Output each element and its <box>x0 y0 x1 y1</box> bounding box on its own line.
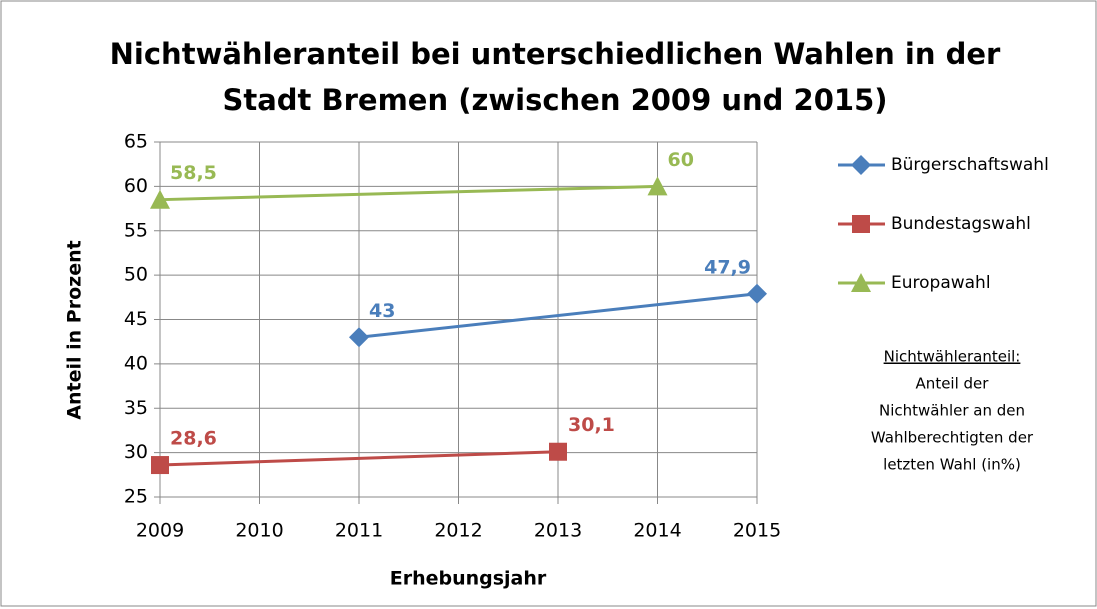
y-tick-label: 40 <box>124 352 148 374</box>
annotation-line: Anteil der <box>916 375 990 393</box>
series-line <box>159 184 658 202</box>
legend-marker <box>852 215 870 233</box>
x-tick-label: 2011 <box>335 520 383 542</box>
data-label: 58,5 <box>170 162 217 184</box>
annotation-heading: Nichtwähleranteil: <box>884 348 1021 366</box>
series-line <box>159 450 559 467</box>
legend-marker <box>851 155 871 175</box>
annotation-line: Nichtwähler an den <box>879 402 1025 420</box>
x-tick-label: 2009 <box>136 520 184 542</box>
annotation-line: letzten Wahl (in%) <box>883 456 1021 474</box>
data-label: 60 <box>668 149 694 171</box>
data-point <box>150 189 170 209</box>
y-tick-label: 50 <box>124 264 148 286</box>
x-tick-label: 2012 <box>434 520 482 542</box>
y-tick-label: 45 <box>124 308 148 330</box>
legend-label: Bundestagswahl <box>891 214 1031 234</box>
data-point <box>349 327 369 348</box>
chart-title: Nichtwähleranteil bei unterschiedlichen … <box>110 37 1001 71</box>
y-axis-label: Anteil in Prozent <box>64 240 86 419</box>
chart-title: Stadt Bremen (zwischen 2009 und 2015) <box>222 83 887 117</box>
x-tick-label: 2010 <box>235 520 283 542</box>
x-tick-label: 2013 <box>534 520 582 542</box>
data-label: 47,9 <box>704 256 751 278</box>
y-tick-label: 60 <box>124 175 148 197</box>
series-line <box>358 292 758 339</box>
y-tick-label: 55 <box>124 219 148 241</box>
data-label: 30,1 <box>568 414 615 436</box>
y-tick-label: 65 <box>124 131 148 153</box>
data-label: 43 <box>369 300 395 322</box>
x-tick-label: 2015 <box>733 520 781 542</box>
data-point <box>151 456 169 475</box>
legend-marker <box>851 273 871 292</box>
data-point <box>549 442 567 461</box>
data-point <box>647 176 668 196</box>
legend-label: Bürgerschaftswahl <box>891 155 1049 175</box>
y-tick-label: 30 <box>124 441 148 463</box>
y-tick-label: 25 <box>124 486 148 508</box>
x-tick-label: 2014 <box>633 520 681 542</box>
legend-label: Europawahl <box>891 273 991 293</box>
data-label: 28,6 <box>170 428 217 450</box>
y-tick-label: 35 <box>124 397 148 419</box>
data-point <box>747 283 767 304</box>
annotation-line: Wahlberechtigten der <box>871 429 1034 447</box>
x-axis-label: Erhebungsjahr <box>390 568 547 590</box>
